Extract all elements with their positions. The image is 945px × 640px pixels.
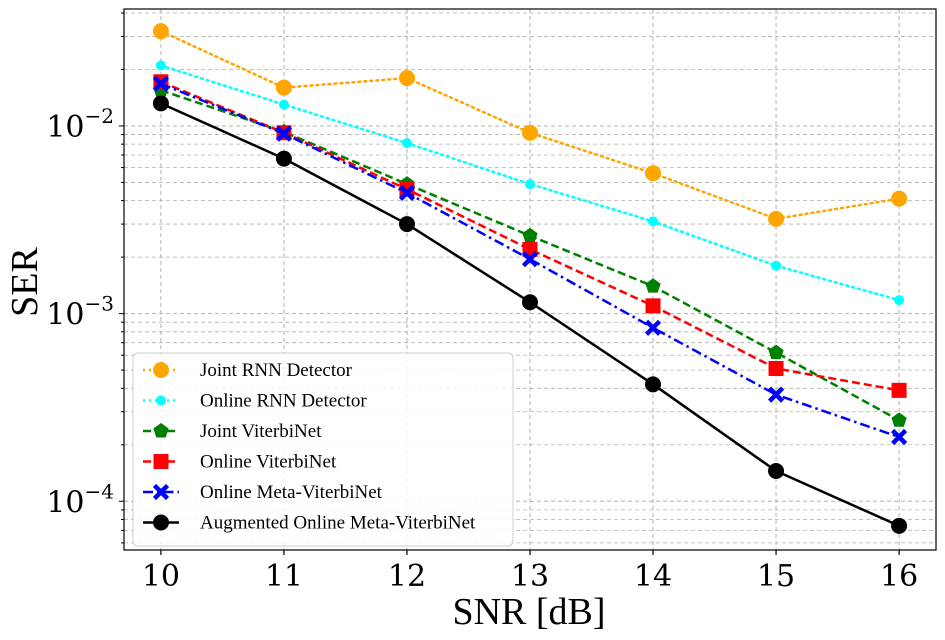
legend: Joint RNN Detector Online RNN Detector Joi… (132, 352, 514, 547)
data-point (152, 95, 169, 112)
x-tick-label: 15 (757, 559, 795, 594)
data-point (645, 278, 661, 293)
data-point (768, 360, 784, 376)
data-point (275, 150, 292, 167)
data-point (398, 70, 415, 87)
data-point (275, 125, 293, 142)
data-point (399, 181, 415, 197)
legend-item-3: Joint ViterbiNet (143, 421, 322, 442)
y-axis-title: SER (4, 247, 46, 317)
data-point (155, 60, 166, 71)
data-point (891, 428, 908, 446)
legend-label: Online Meta-ViterbiNet (200, 482, 383, 503)
legend-item-6: Augmented Online Meta-ViterbiNet (143, 513, 476, 534)
data-point (522, 294, 538, 311)
legend-item-4: Online ViterbiNet (143, 452, 337, 473)
data-point (891, 190, 908, 207)
legend-marker (153, 454, 169, 469)
y-tick-label: 10−2 (46, 104, 114, 145)
y-tick-label: 10−3 (46, 292, 114, 333)
y-tick-label: 10−4 (46, 479, 114, 520)
data-point (645, 165, 662, 182)
data-point (768, 344, 784, 360)
legend-label: Online RNN Detector (200, 391, 367, 412)
x-axis-title: SNR [dB] (452, 591, 605, 633)
series-1 (152, 23, 908, 227)
data-point (768, 210, 785, 227)
legend-item-5: Online Meta-ViterbiNet (143, 482, 383, 503)
x-tick-label: 16 (880, 559, 918, 594)
data-point (645, 298, 661, 314)
series-2 (155, 60, 905, 306)
data-point (152, 75, 169, 92)
series-6 (152, 95, 908, 534)
legend-label: Joint RNN Detector (200, 360, 353, 381)
data-point (398, 216, 415, 233)
legend-marker (152, 483, 170, 501)
data-point (522, 227, 538, 243)
data-point (275, 79, 292, 96)
data-point (525, 179, 535, 190)
series-layer (152, 23, 908, 534)
data-point (278, 99, 289, 110)
x-tick-label: 11 (265, 559, 303, 594)
legend-marker (153, 423, 169, 438)
legend-marker (156, 395, 166, 406)
legend-marker (153, 514, 169, 531)
data-point (648, 216, 659, 227)
legend-marker (153, 362, 169, 378)
x-tick-label: 14 (634, 559, 672, 594)
legend-label: Joint ViterbiNet (200, 421, 322, 442)
legend-box (132, 352, 514, 547)
axis-ticks: 10 11 12 13 14 15 16 10−4 10−3 10−2 (46, 12, 918, 594)
legend-label: Augmented Online Meta-ViterbiNet (200, 513, 476, 534)
x-tick-label: 10 (142, 559, 180, 594)
legend-label: Online ViterbiNet (200, 452, 337, 473)
data-point (644, 319, 662, 336)
data-point (645, 376, 662, 393)
data-point (767, 386, 785, 403)
data-point (522, 124, 538, 141)
x-tick-label: 12 (388, 559, 426, 594)
data-point (398, 184, 416, 201)
data-point (521, 251, 539, 268)
legend-item-2: Online RNN Detector (143, 391, 367, 412)
data-point (152, 23, 169, 40)
data-point (891, 412, 907, 427)
data-point (401, 138, 412, 149)
legend-item-1: Joint RNN Detector (143, 360, 353, 381)
data-point (771, 260, 782, 271)
data-point (768, 462, 785, 479)
series-5 (152, 75, 908, 446)
data-point (894, 295, 905, 306)
data-point (891, 382, 907, 398)
x-tick-label: 13 (511, 559, 549, 594)
data-point (891, 517, 908, 534)
